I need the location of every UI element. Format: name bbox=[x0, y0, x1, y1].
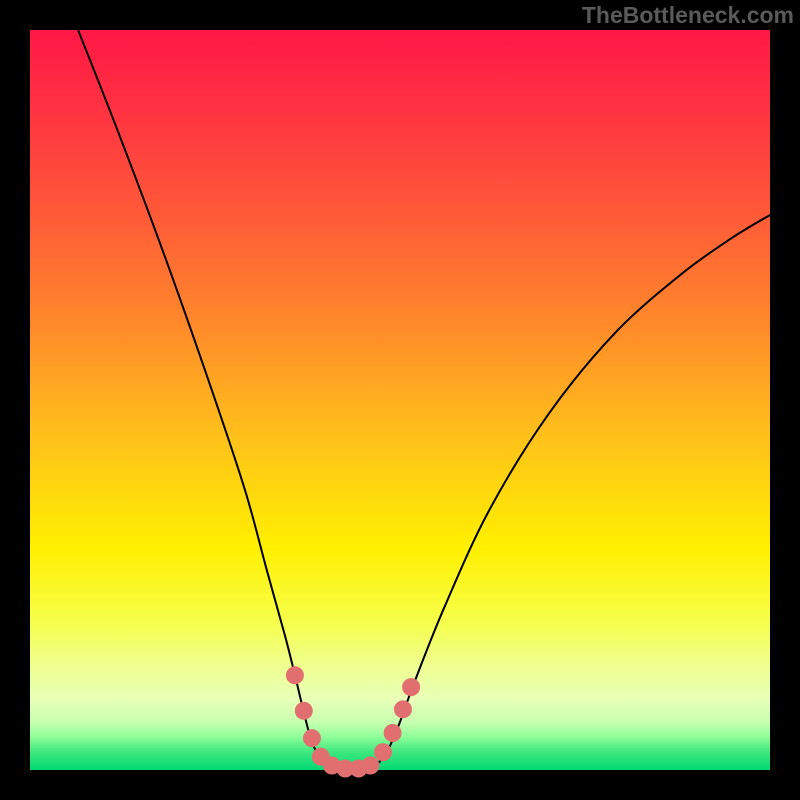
highlight-dot bbox=[402, 678, 420, 696]
highlight-dot bbox=[295, 702, 313, 720]
highlight-dot bbox=[384, 724, 402, 742]
bottleneck-chart bbox=[0, 0, 800, 800]
highlight-dot bbox=[303, 729, 321, 747]
highlight-dot bbox=[361, 757, 379, 775]
highlight-dot bbox=[374, 743, 392, 761]
highlight-dot bbox=[394, 700, 412, 718]
highlight-dot bbox=[286, 666, 304, 684]
watermark-text: TheBottleneck.com bbox=[582, 2, 794, 29]
chart-gradient-background bbox=[30, 30, 770, 770]
